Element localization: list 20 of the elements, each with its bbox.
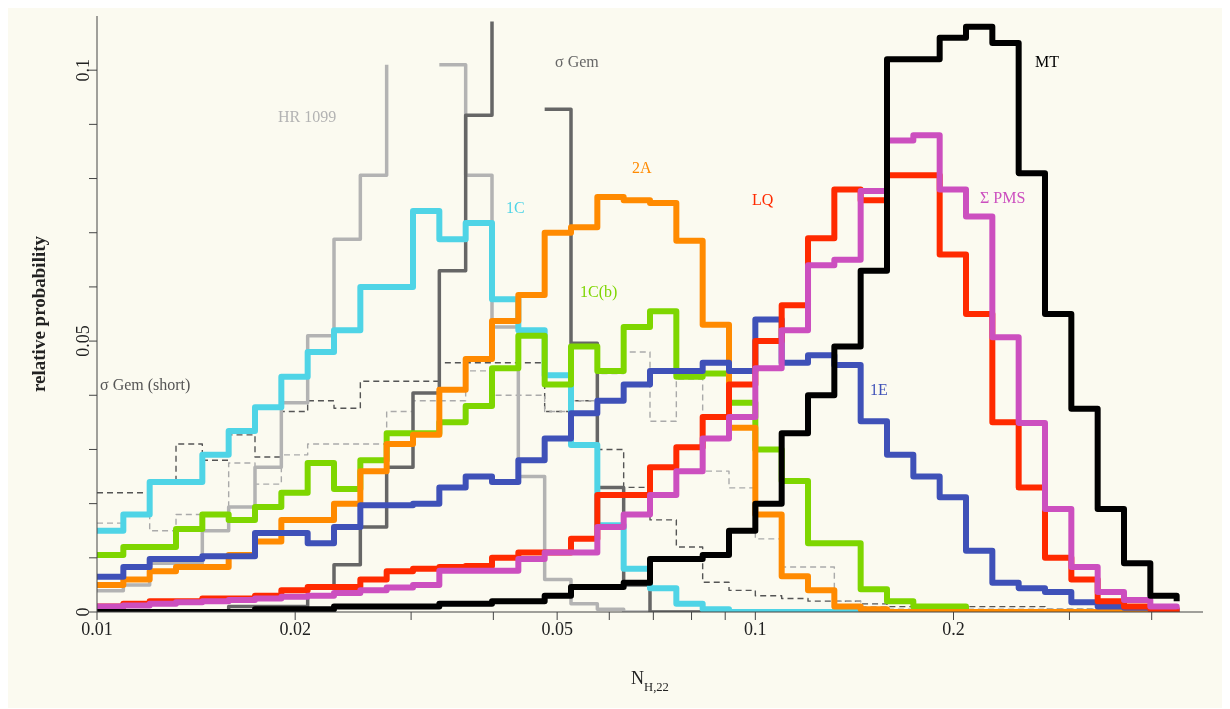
text: σ Gem bbox=[555, 53, 599, 70]
text: LQ bbox=[752, 191, 774, 208]
y-tick-label: 0.05 bbox=[73, 325, 94, 357]
series-label: MT bbox=[1035, 53, 1059, 70]
y-tick-label: 0 bbox=[73, 607, 94, 617]
y-axis-title: relative probability bbox=[28, 235, 49, 393]
x-tick-label: 0.1 bbox=[744, 618, 767, 639]
text: HR 1099 bbox=[278, 108, 337, 125]
series-label: 1C bbox=[506, 199, 525, 216]
series-label: 1C(b) bbox=[580, 283, 618, 300]
x-tick-label: 0.2 bbox=[942, 618, 965, 639]
x-tick-label: 0.01 bbox=[81, 618, 113, 639]
x-tick-label: 0.05 bbox=[541, 618, 573, 639]
x-tick-label: 0.02 bbox=[279, 618, 311, 639]
text: σ Gem (short) bbox=[100, 376, 191, 393]
series-label: 1E bbox=[870, 381, 888, 398]
series-label: Σ PMS bbox=[980, 189, 1026, 206]
x-axis-title: N$_{H,22}$ bbox=[631, 668, 669, 694]
y-tick-label: 0.1 bbox=[73, 58, 94, 82]
series-label: 2A bbox=[632, 159, 652, 176]
